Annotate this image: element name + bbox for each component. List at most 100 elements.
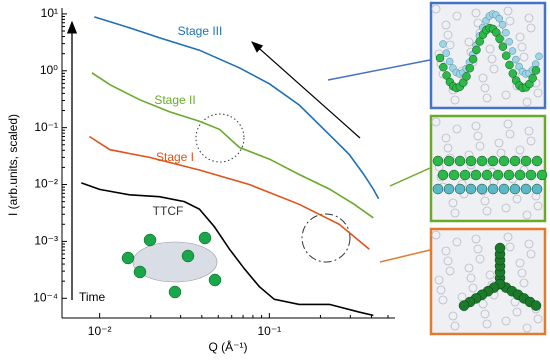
inset-mesh [512,194,522,204]
inset-mesh [505,242,515,252]
inset-mesh [431,117,441,127]
inset-bead [502,28,510,37]
inset-mesh [441,20,451,30]
inset-bead [514,169,526,181]
inset-mesh [489,64,499,74]
inset-mesh [482,319,492,329]
inset-bead [476,155,488,167]
inset-bead [443,183,455,195]
y-tick-label: 10⁻¹ [34,120,58,134]
inset-mesh [431,4,441,14]
inset-mesh [524,13,534,23]
inset-bead [442,49,451,57]
inset-bead [439,62,448,72]
inset-mesh [524,126,534,136]
inset-bead [498,20,507,29]
molecule-image [121,231,222,299]
inset-bead [530,300,542,311]
inset-mesh [471,8,481,18]
inset-mesh [480,309,490,319]
inset-bead [432,183,444,195]
inset-mesh [526,23,536,33]
insets [429,1,548,336]
molecule-group [168,285,182,299]
inset-bead [465,183,477,195]
highlight-circle [195,113,245,163]
inset-mesh [503,119,513,129]
inset-mesh [473,18,483,28]
inset-bead [501,51,511,60]
inset-mesh [475,141,485,151]
highlight-circle [301,213,351,263]
series-label: Stage I [156,150,194,164]
inset-bead [536,169,548,181]
inset-bead [465,63,475,73]
inset-mesh [522,210,532,220]
inset-mesh [480,196,490,206]
inset-bead [487,155,499,167]
inset-mesh [431,230,441,240]
inset-mesh [494,138,504,148]
inset-bead [520,183,532,195]
inset-bead [509,155,521,167]
inset-bead [472,45,481,55]
inset-mesh [482,206,492,216]
inset-mesh [526,249,536,259]
inset-bead [509,183,521,195]
series-line [91,72,374,219]
inset-bead [512,55,520,64]
series-line [94,16,380,200]
inset-mesh [443,143,453,153]
x-tick-label: 10⁻¹ [258,324,282,338]
inset-bead [432,155,444,167]
inset-mesh [503,232,513,242]
inset-mesh [515,258,525,268]
inset-mesh [487,54,497,64]
inset-bead [498,155,510,167]
series-label: Stage III [178,24,223,38]
y-tick-label: 10⁻⁴ [33,290,58,304]
inset-mesh [517,42,527,52]
inset-bead [498,183,510,195]
y-tick-label: 10⁻³ [34,234,58,248]
inset-mesh [473,131,483,141]
inset-mesh [450,321,460,331]
molecule-group [208,273,222,287]
inset-mesh [441,246,451,256]
inset-mesh [533,88,543,98]
inset-bead [468,54,478,64]
x-tick-label: 10⁻² [88,324,112,338]
inset-mesh [482,93,492,103]
inset-mesh [475,254,485,264]
inset-bead [487,183,499,195]
molecule-group [143,233,157,247]
inset-bead [508,69,518,78]
inset-mesh [485,44,495,54]
inset-mesh [522,323,532,333]
inset-mesh [464,263,474,273]
inset-mesh [438,295,448,305]
inset-bead [437,169,449,181]
inset-mesh [517,268,527,278]
inset-mesh [519,278,529,288]
x-axis-label: Q (Å⁻¹) [209,339,248,354]
series-line [81,182,374,317]
inset-bead [535,52,543,61]
y-tick-label: 10¹ [41,6,58,20]
inset-mesh [526,136,536,146]
inset-bead [498,42,508,51]
inset-mesh [464,37,474,47]
inset-mesh [533,314,543,324]
inset-bead [531,155,543,167]
inset-mesh [478,299,488,309]
inset-mesh [452,124,462,134]
inset-bead [443,155,455,167]
inset-mesh [450,95,460,105]
inset-mesh [448,311,458,321]
inset-mesh [480,83,490,93]
connector [379,249,431,263]
molecule-group [121,251,135,265]
connector [327,59,431,81]
inset-mesh [519,52,529,62]
